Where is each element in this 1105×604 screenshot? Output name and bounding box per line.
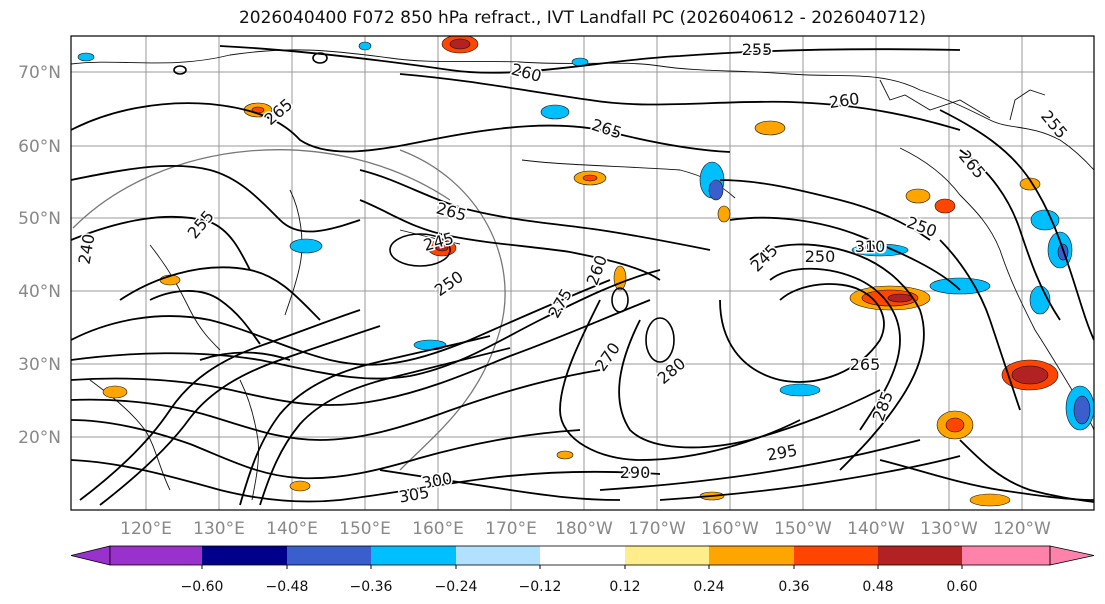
small-contours <box>173 52 675 363</box>
longitude-labels: 120°E 130°E 140°E 150°E 160°E 170°E 180°W 170°W… <box>120 519 1051 539</box>
lon-label: 130°W <box>920 519 978 539</box>
colorbar-tick-label: 0.48 <box>862 579 893 595</box>
lon-label: 170°W <box>628 519 686 539</box>
contour-label: 255 <box>1037 107 1071 143</box>
refractivity-contours <box>71 45 1094 506</box>
colorbar <box>70 545 1095 566</box>
colorbar-border <box>109 545 1051 566</box>
contour-label: 265 <box>261 95 297 129</box>
contour-label: 245 <box>747 241 782 276</box>
colorbar-min-extension <box>70 545 111 566</box>
contour-label: 265 <box>434 199 468 225</box>
colorbar-tick-label: 0.12 <box>609 579 640 595</box>
colorbar-tick-label: 0.60 <box>946 579 977 595</box>
contour-label: 240 <box>75 232 99 265</box>
graticule <box>71 36 1094 510</box>
lon-label: 120°E <box>120 519 172 539</box>
contour-label: 250 <box>805 247 836 266</box>
lon-label: 150°W <box>774 519 832 539</box>
colorbar-tick-label: 0.36 <box>778 579 809 595</box>
colorbar-bin <box>709 546 794 565</box>
lon-label: 150°E <box>339 519 391 539</box>
colorbar-bin <box>110 546 202 565</box>
contour-label: 250 <box>904 213 939 241</box>
correlation-patches <box>77 36 1094 507</box>
contour-label: 255 <box>742 40 773 59</box>
contour-label: 295 <box>765 441 798 465</box>
contour-label: 265 <box>850 355 881 374</box>
contour-label: 260 <box>856 237 887 256</box>
colorbar-tick-label: −0.36 <box>350 579 393 595</box>
colorbar-max-extension <box>1049 545 1095 566</box>
colorbar-tick-label: −0.60 <box>181 579 224 595</box>
contour-label: 265 <box>589 115 624 143</box>
colorbar-tick-label: −0.24 <box>435 579 478 595</box>
colorbar-ticks: −0.60 −0.48 −0.36 −0.24 −0.12 0.12 0.24 0.36 0.4… <box>181 565 978 595</box>
contour-label: 255 <box>184 207 218 243</box>
lon-label: 160°E <box>412 519 464 539</box>
colorbar-bin <box>625 546 709 565</box>
colorbar-tick-label: −0.12 <box>519 579 562 595</box>
contour-label: 260 <box>828 89 861 112</box>
colorbar-bin <box>540 546 625 565</box>
map-title: 2026040400 F072 850 hPa refract., IVT La… <box>238 8 926 28</box>
lat-label: 20°N <box>18 428 61 448</box>
colorbar-bin <box>794 546 878 565</box>
colorbar-tick-label: −0.48 <box>266 579 309 595</box>
lat-label: 30°N <box>18 355 61 375</box>
colorbar-tick-label: 0.24 <box>693 579 724 595</box>
colorbar-bin <box>962 546 1050 565</box>
lon-label: 140°E <box>266 519 318 539</box>
lat-label: 50°N <box>18 209 61 229</box>
lat-label: 70°N <box>18 63 61 83</box>
lon-label: 160°W <box>701 519 759 539</box>
lon-label: 180°W <box>555 519 613 539</box>
contour-label: 280 <box>654 354 690 388</box>
colorbar-bin <box>878 546 962 565</box>
contour-label: 260 <box>583 253 611 288</box>
lon-label: 140°W <box>847 519 905 539</box>
lon-label: 130°E <box>193 519 245 539</box>
map-frame <box>70 35 1095 511</box>
colorbar-bin <box>371 546 456 565</box>
latitude-labels: 70°N 60°N 50°N 40°N 30°N 20°N <box>18 63 61 448</box>
map-plot-area: 255 260 260 265 265 265 255 265 245 240 250 260 250 2… <box>71 36 1094 510</box>
lon-label: 170°E <box>485 519 537 539</box>
lat-label: 40°N <box>18 282 61 302</box>
colorbar-bin <box>202 546 287 565</box>
lat-label: 60°N <box>18 137 61 157</box>
colorbar-bin <box>456 546 540 565</box>
great-circle-arcs <box>72 149 506 471</box>
contour-label: 305 <box>397 483 430 507</box>
contour-label: 290 <box>620 463 651 482</box>
lon-label: 120°W <box>993 519 1051 539</box>
contour-label: 265 <box>955 147 989 183</box>
contour-label: 260 <box>509 60 543 86</box>
contour-label: 310 <box>855 237 886 256</box>
colorbar-bin <box>287 546 371 565</box>
contour-label: 250 <box>431 267 467 300</box>
contour-label: 270 <box>591 339 624 375</box>
